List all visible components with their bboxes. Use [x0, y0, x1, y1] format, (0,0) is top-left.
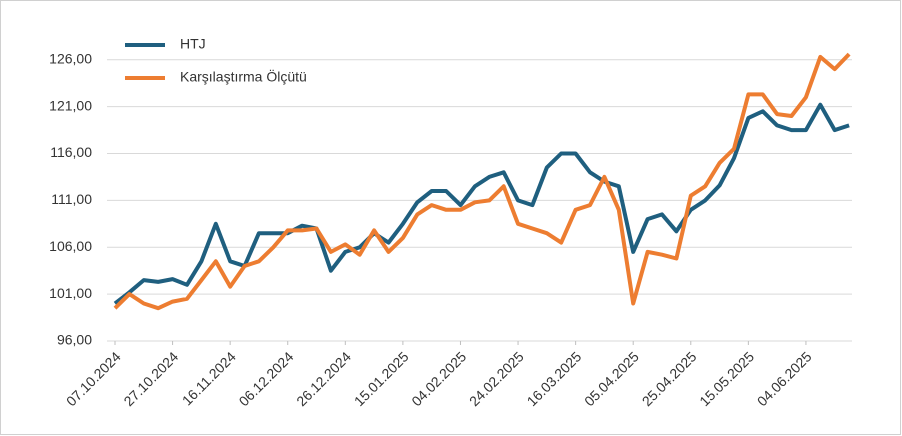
y-tick-label: 116,00	[50, 144, 92, 160]
series-line	[113, 52, 851, 311]
y-tick-label: 121,00	[49, 97, 92, 113]
y-tick-label: 126,00	[49, 50, 92, 66]
legend-label: Karşılaştırma Ölçütü	[180, 68, 307, 85]
y-tick-label: 106,00	[49, 238, 92, 254]
series-line	[113, 102, 850, 306]
y-tick-label: 111,00	[51, 191, 92, 207]
y-tick-label: 101,00	[49, 285, 92, 301]
legend-label: HTJ	[180, 36, 206, 52]
y-tick-label: 96,00	[57, 332, 92, 348]
